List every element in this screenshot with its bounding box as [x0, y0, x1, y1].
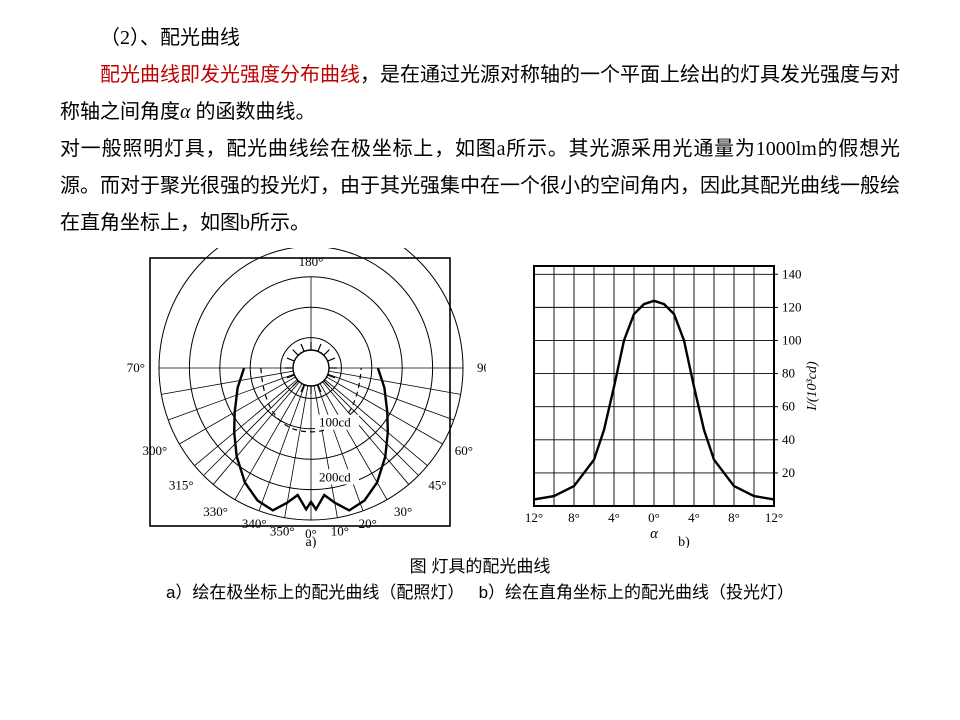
- svg-text:a): a): [306, 535, 317, 548]
- svg-text:340°: 340°: [242, 516, 267, 531]
- svg-text:20°: 20°: [359, 516, 377, 531]
- svg-text:350°: 350°: [270, 523, 295, 538]
- svg-text:100: 100: [782, 332, 802, 347]
- svg-text:30°: 30°: [394, 504, 412, 519]
- caption-line-2: a）绘在极坐标上的配光曲线（配照灯） b）绘在直角坐标上的配光曲线（投光灯）: [60, 580, 900, 606]
- svg-text:45°: 45°: [428, 477, 446, 492]
- svg-text:10°: 10°: [331, 523, 349, 538]
- svg-text:80: 80: [782, 366, 795, 381]
- svg-text:4°: 4°: [608, 510, 620, 525]
- svg-text:12°: 12°: [525, 510, 543, 525]
- p1-red: 配光曲线即发光强度分布曲线: [100, 64, 360, 86]
- svg-text:I/(10³cd): I/(10³cd): [805, 361, 820, 412]
- svg-text:8°: 8°: [728, 510, 740, 525]
- svg-text:α: α: [650, 526, 659, 542]
- figure-row: 100cd 200cd 180° 90° 60° 45° 30° 20° 10° 0° 350°34…: [60, 248, 900, 548]
- heading: （2）、配光曲线: [60, 20, 900, 57]
- svg-text:60°: 60°: [455, 443, 473, 458]
- svg-text:300°: 300°: [143, 443, 168, 458]
- svg-text:4°: 4°: [688, 510, 700, 525]
- svg-text:200cd: 200cd: [319, 469, 351, 484]
- svg-text:12°: 12°: [765, 510, 783, 525]
- figure-caption: 图 灯具的配光曲线 a）绘在极坐标上的配光曲线（配照灯） b）绘在直角坐标上的配…: [60, 554, 900, 605]
- svg-text:180°: 180°: [299, 254, 324, 269]
- svg-text:100cd: 100cd: [319, 415, 351, 430]
- svg-text:40: 40: [782, 432, 795, 447]
- svg-text:0°: 0°: [648, 510, 660, 525]
- svg-text:60: 60: [782, 399, 795, 414]
- p1-rest2: 的函数曲线。: [191, 101, 316, 123]
- svg-text:90°: 90°: [477, 360, 486, 375]
- caption-2b: b）绘在直角坐标上的配光曲线（投光灯）: [479, 583, 794, 602]
- caption-2a: a）绘在极坐标上的配光曲线（配照灯）: [166, 583, 464, 602]
- p1-alpha: α: [180, 101, 191, 123]
- polar-chart: 100cd200cd180°90°60°45°30°20°10°0°350°34…: [126, 248, 486, 548]
- svg-text:b): b): [678, 535, 690, 548]
- svg-text:8°: 8°: [568, 510, 580, 525]
- svg-text:315°: 315°: [169, 477, 194, 492]
- svg-text:140: 140: [782, 266, 802, 281]
- svg-text:270°: 270°: [126, 360, 145, 375]
- svg-text:120: 120: [782, 299, 802, 314]
- svg-text:20: 20: [782, 465, 795, 480]
- caption-line-1: 图 灯具的配光曲线: [60, 554, 900, 580]
- rect-chart: 12° 8° 4° 0° 4° 8° 12° 20 40 60 80 100 120 140 I/(10³c…: [504, 248, 834, 548]
- paragraph-2: 对一般照明灯具，配光曲线绘在极坐标上，如图a所示。其光源采用光通量为1000lm…: [60, 131, 900, 242]
- paragraph-1: 配光曲线即发光强度分布曲线，是在通过光源对称轴的一个平面上绘出的灯具发光强度与对…: [60, 57, 900, 131]
- svg-text:330°: 330°: [203, 504, 228, 519]
